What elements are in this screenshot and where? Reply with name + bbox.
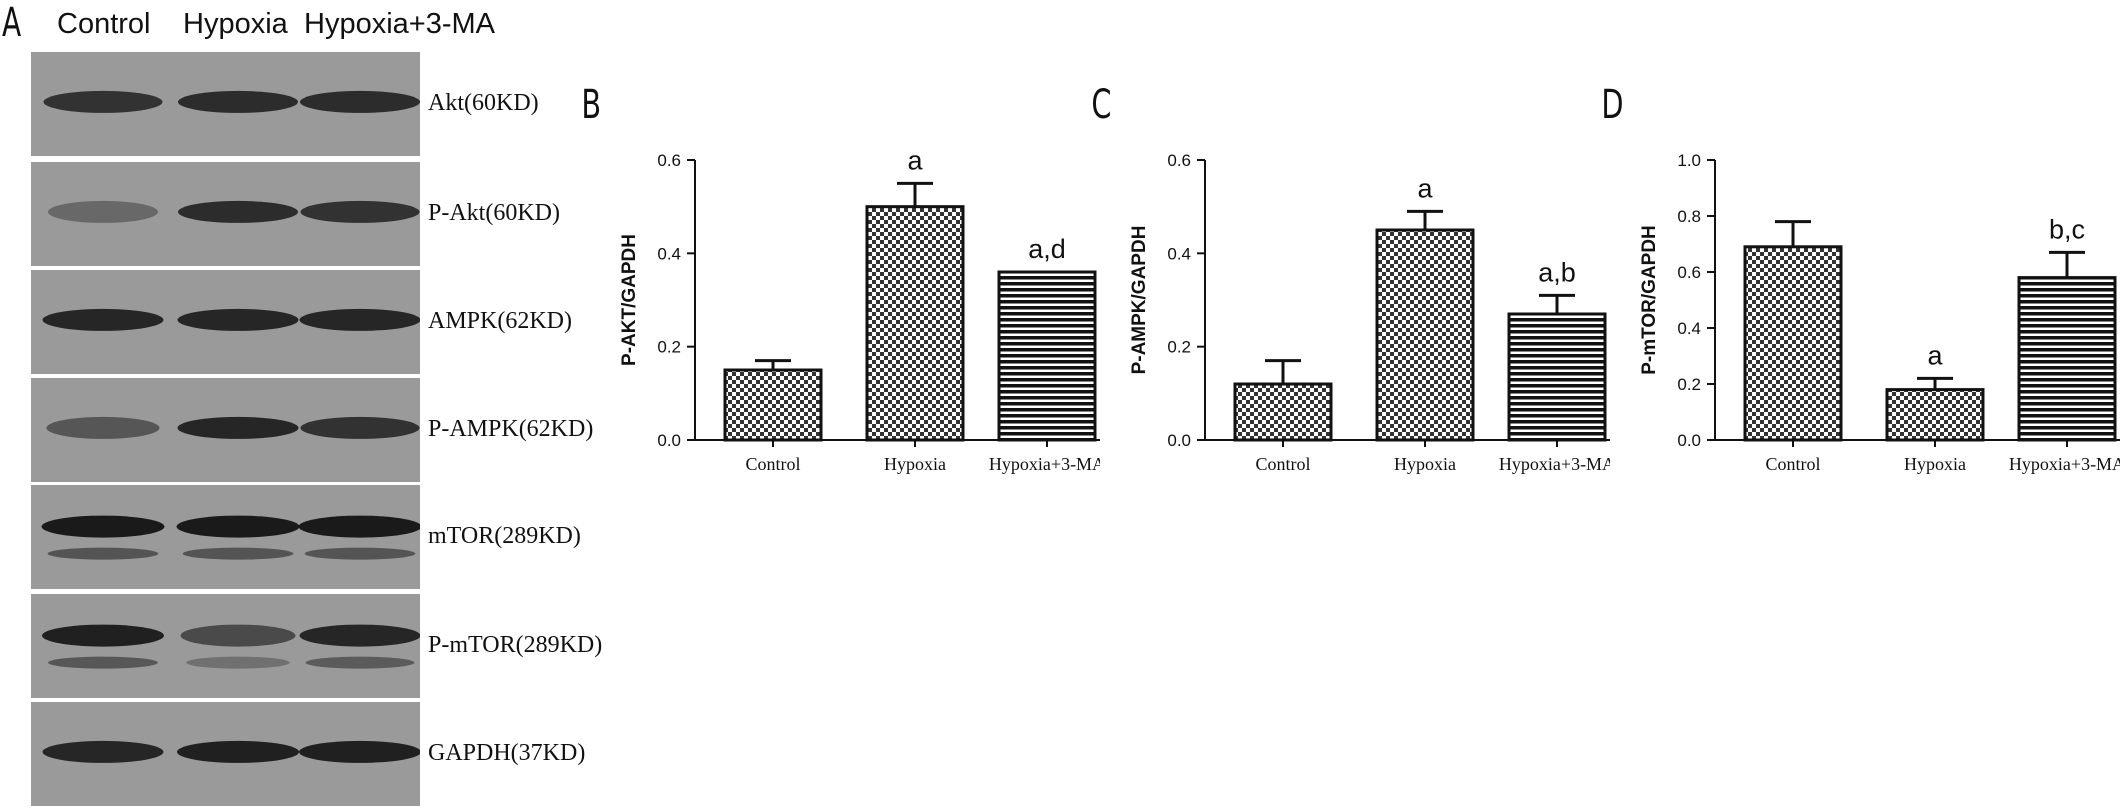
x-tick-label: Hypoxia+3-MA: [1499, 454, 1610, 474]
x-tick-label: Hypoxia: [884, 454, 946, 474]
y-tick-label: 1.0: [1677, 151, 1701, 170]
blot-band: [178, 90, 298, 113]
significance-label: a: [907, 145, 923, 175]
bar: [723, 368, 823, 442]
blot-band-secondary: [182, 547, 294, 560]
y-tick-label: 0.8: [1677, 207, 1701, 226]
bar: [1375, 228, 1475, 442]
y-tick-label: 0.2: [657, 338, 681, 357]
blot-label: Akt(60KD): [428, 90, 539, 116]
chart-d: D 0.0 0.2 0.4 0.6 0.8 1.0 P-mTOR/GAPDH Control Hy…: [1601, 82, 2120, 474]
blot-band-secondary: [304, 547, 416, 560]
blot-band: [300, 90, 420, 113]
blot-band: [43, 90, 163, 113]
blot-band: [177, 416, 299, 439]
blot-label: P-mTOR(289KD): [428, 632, 603, 658]
blot-band: [299, 624, 421, 647]
panel-letter: D: [1601, 82, 1623, 128]
bar: [1233, 382, 1333, 442]
bar: [865, 205, 965, 442]
x-tick-label: Hypoxia: [1904, 454, 1966, 474]
blot-band: [298, 515, 422, 538]
blot-band: [299, 740, 421, 763]
blot-band-secondary: [186, 656, 290, 669]
blot-band: [300, 416, 420, 439]
panel-letter-a: A: [2, 0, 22, 46]
blot-label: AMPK(62KD): [428, 308, 572, 334]
y-axis-label: P-AKT/GAPDH: [619, 234, 640, 366]
blot-band: [48, 200, 158, 223]
blot-band: [42, 740, 164, 763]
blot-label: GAPDH(37KD): [428, 740, 586, 766]
blot-band: [41, 515, 165, 538]
bar: [1885, 388, 1985, 442]
blot-band-secondary: [305, 656, 415, 669]
y-tick-label: 0.0: [1677, 431, 1701, 450]
y-axis-label: P-AMPK/GAPDH: [1129, 226, 1150, 375]
blot-strip: [31, 378, 420, 482]
y-tick-label: 0.6: [1167, 151, 1191, 170]
y-tick-label: 0.2: [1677, 375, 1701, 394]
y-tick-label: 0.4: [657, 244, 681, 263]
blot-band: [42, 308, 164, 331]
y-tick-label: 0.2: [1167, 338, 1191, 357]
blot-band: [180, 624, 296, 647]
blot-strip: [31, 162, 420, 266]
bar: [1743, 245, 1843, 442]
blot-band: [42, 624, 164, 647]
y-axis-label: P-mTOR/GAPDH: [1639, 225, 1660, 375]
x-tick-label: Hypoxia+3-MA: [2009, 454, 2120, 474]
y-tick-label: 0.6: [1677, 263, 1701, 282]
blot-band-secondary: [48, 656, 158, 669]
bar: [1507, 312, 1607, 442]
panel-letter: B: [581, 82, 601, 128]
blot-label: mTOR(289KD): [428, 523, 581, 549]
lane-header-hypoxia-3ma: Hypoxia+3-MA: [304, 8, 495, 40]
x-tick-label: Control: [745, 454, 800, 474]
significance-label: a,d: [1028, 234, 1066, 264]
blot-label: P-Akt(60KD): [428, 200, 560, 226]
lane-header-hypoxia: Hypoxia: [183, 8, 288, 40]
blot-band: [178, 200, 298, 223]
bar: [997, 270, 1097, 442]
blot-strip: [31, 485, 422, 589]
y-tick-label: 0.4: [1677, 319, 1701, 338]
panel-letter: C: [1091, 82, 1111, 128]
blot-band: [176, 515, 300, 538]
blot-strip: [31, 52, 420, 156]
blot-strip: [31, 270, 421, 374]
significance-label: a: [1927, 340, 1943, 370]
y-tick-label: 0.4: [1167, 244, 1191, 263]
blot-band-secondary: [47, 547, 159, 560]
lane-header-control: Control: [57, 8, 151, 40]
blot-band: [177, 740, 299, 763]
x-tick-label: Hypoxia+3-MA: [989, 454, 1100, 474]
chart-c: C 0.0 0.2 0.4 0.6 P-AMPK/GAPDH Control Hypoxia a…: [1091, 82, 1610, 474]
blot-label: P-AMPK(62KD): [428, 416, 594, 442]
y-tick-label: 0.6: [657, 151, 681, 170]
blot-band: [300, 200, 420, 223]
x-tick-label: Hypoxia: [1394, 454, 1456, 474]
significance-label: a,b: [1538, 257, 1576, 287]
significance-label: b,c: [2049, 214, 2085, 244]
y-tick-label: 0.0: [657, 431, 681, 450]
x-tick-label: Control: [1765, 454, 1820, 474]
blot-strip: [31, 594, 421, 698]
significance-label: a: [1417, 173, 1433, 203]
x-tick-label: Control: [1255, 454, 1310, 474]
blot-band: [299, 308, 421, 331]
blot-strip: [31, 702, 421, 806]
bar: [2017, 276, 2117, 442]
blot-band: [177, 308, 299, 331]
y-tick-label: 0.0: [1167, 431, 1191, 450]
blot-band: [46, 416, 160, 439]
chart-b: B 0.0 0.2 0.4 0.6 P-AKT/GAPDH Control Hypoxia a H…: [581, 82, 1100, 474]
western-blot-panel: A Control Hypoxia Hypoxia+3-MA Akt(60KD)…: [0, 0, 620, 810]
